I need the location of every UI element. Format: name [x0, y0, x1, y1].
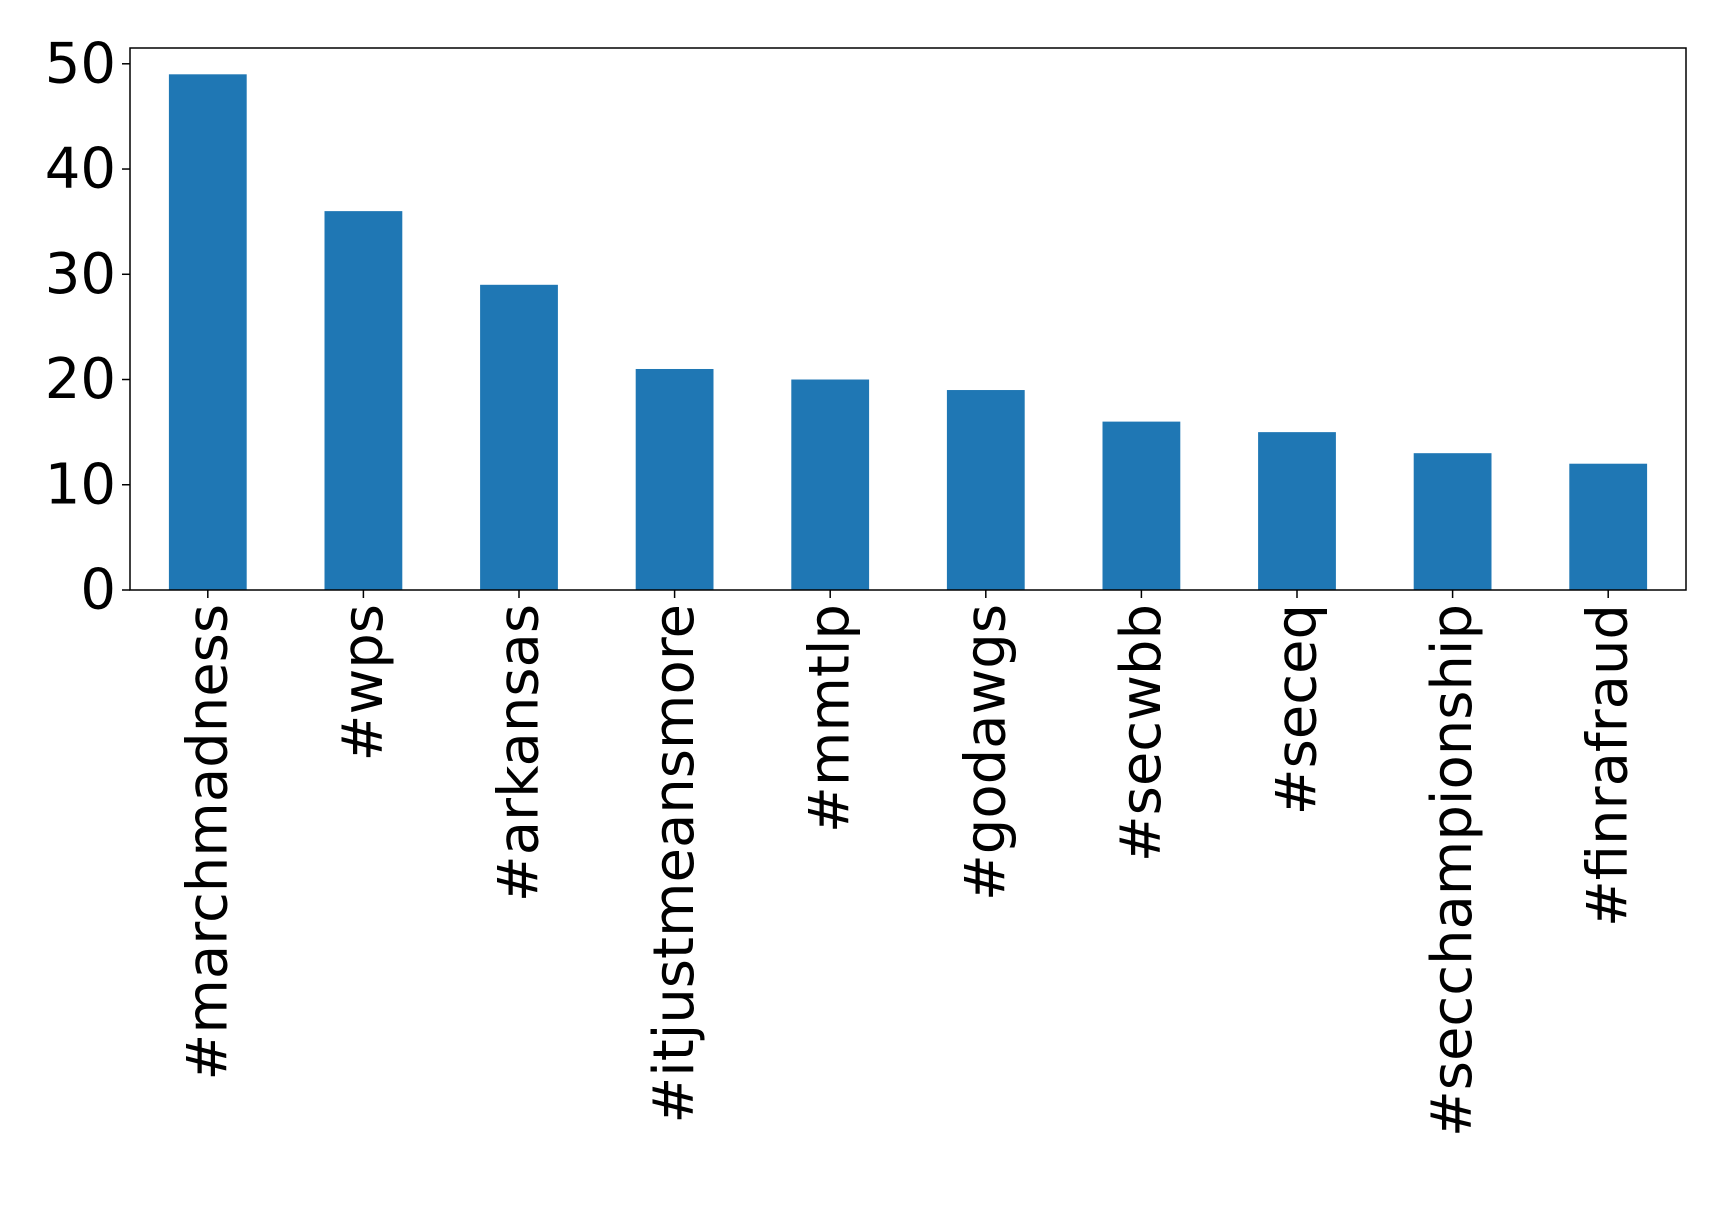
x-tick-label: #seceq [1265, 604, 1330, 815]
bar-secchampionship [1413, 453, 1492, 590]
x-tick-label: #finrafraud [1576, 604, 1641, 927]
x-tick-label: #marchmadness [175, 604, 240, 1081]
x-tick-label: #secwbb [1109, 604, 1174, 862]
bar-finrafraud [1569, 463, 1648, 590]
y-tick-label: 10 [45, 452, 116, 517]
x-axis: #marchmadness #wps #arkansas #itjustmeansmo… [175, 590, 1641, 1137]
bar-itjustmeansmore [635, 368, 714, 590]
y-tick-label: 50 [45, 31, 116, 96]
x-tick-label: #wps [331, 604, 396, 761]
bar-wps [324, 211, 403, 590]
y-tick-label: 40 [45, 137, 116, 202]
x-tick-label: #itjustmeansmore [642, 604, 707, 1124]
bar-arkansas [480, 284, 558, 590]
x-tick-label: #mmtlp [798, 604, 863, 833]
x-tick-label: #arkansas [487, 604, 552, 902]
bar-godawgs [946, 390, 1025, 590]
bar-seceq [1258, 432, 1336, 590]
bar-secwbb [1102, 421, 1181, 590]
bars [168, 74, 1648, 591]
y-tick-label: 0 [80, 558, 116, 623]
x-tick-label: #secchampionship [1420, 604, 1485, 1137]
y-tick-label: 30 [45, 242, 116, 307]
bar-mmtlp [791, 379, 870, 590]
plot-frame [129, 47, 1687, 591]
y-axis: 0 10 20 30 40 50 [45, 31, 130, 623]
y-tick-label: 20 [45, 347, 116, 412]
x-tick-label: #godawgs [953, 604, 1018, 901]
bar-marchmadness [168, 74, 247, 591]
